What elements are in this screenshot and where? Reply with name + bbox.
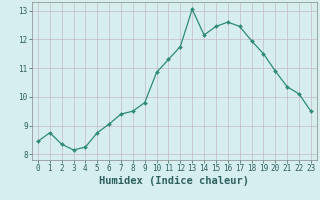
X-axis label: Humidex (Indice chaleur): Humidex (Indice chaleur) bbox=[100, 176, 249, 186]
